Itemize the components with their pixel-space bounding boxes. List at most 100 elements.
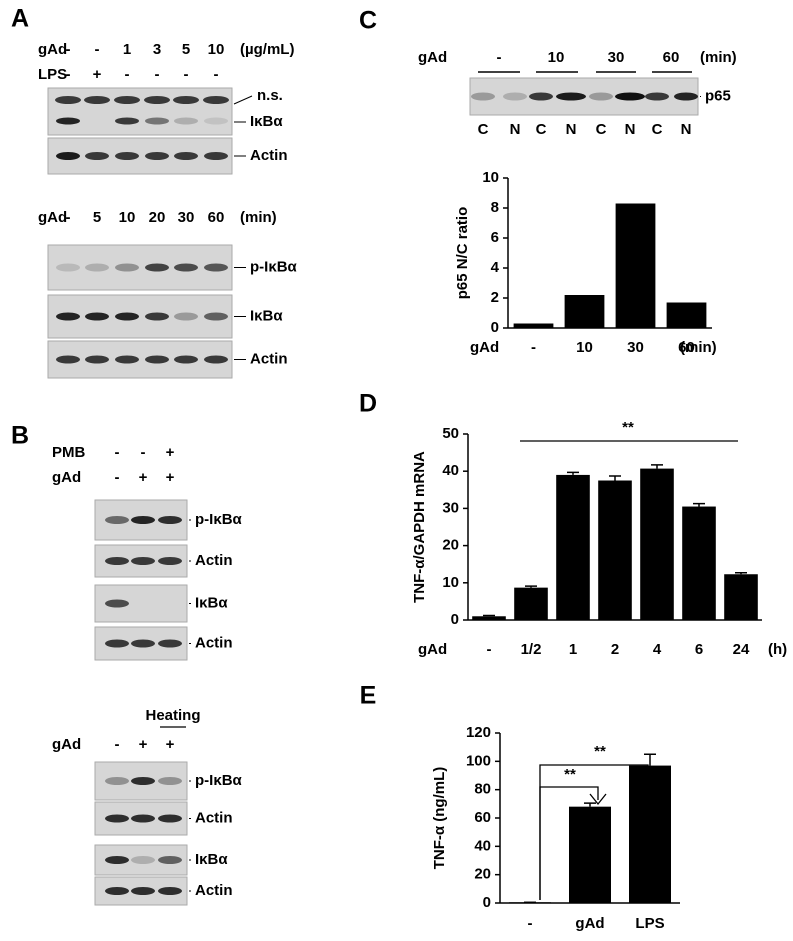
y-tick-label: 20 (442, 537, 459, 554)
x-axis-label: gAd (418, 641, 447, 658)
condition-name: gAd (38, 209, 67, 226)
unit: (min) (700, 49, 737, 66)
arrow-head (589, 793, 607, 806)
panel-letter: C (359, 7, 377, 35)
condition-value: - (125, 66, 130, 83)
condition-value: + (139, 469, 148, 486)
band (56, 312, 80, 321)
y-tick-label: 6 (491, 229, 499, 246)
condition-name: gAd (418, 49, 447, 66)
condition-value: + (166, 444, 175, 461)
band (158, 814, 182, 823)
condition-value: - (115, 444, 120, 461)
x-unit: (min) (680, 339, 717, 356)
x-tick-label: 6 (695, 641, 703, 658)
condition-value: - (66, 209, 71, 226)
band (115, 263, 139, 272)
band (131, 814, 155, 823)
y-axis-label: TNF-α (ng/mL) (431, 767, 448, 870)
band (174, 263, 198, 272)
band (174, 152, 198, 160)
condition-value: 30 (608, 49, 625, 66)
blot-label: IκBα (195, 594, 228, 611)
y-tick-label: 10 (482, 169, 499, 186)
band (145, 117, 169, 125)
band (645, 92, 669, 101)
band (105, 516, 129, 524)
y-tick-label: 40 (474, 837, 491, 854)
x-tick-label: 2 (611, 641, 619, 658)
blot-label: IκBα (250, 113, 283, 130)
group-label: Heating (145, 707, 200, 724)
x-unit: (h) (768, 641, 787, 658)
band (131, 516, 155, 524)
fraction-label: C (652, 121, 663, 138)
error-bar (525, 585, 537, 588)
x-tick-label: - (487, 641, 492, 658)
blot (47, 87, 233, 136)
condition-value: + (139, 736, 148, 753)
bar (569, 806, 611, 903)
bar (513, 323, 554, 328)
bar (615, 203, 656, 328)
band (85, 312, 109, 321)
blot-label: IκBα (195, 851, 228, 868)
blot-label: p65 (705, 87, 731, 104)
blot-label: p-IκBα (250, 258, 298, 275)
band (589, 92, 613, 101)
band (158, 516, 182, 524)
condition-value: - (66, 66, 71, 83)
band (114, 96, 140, 104)
bar (640, 468, 674, 620)
condition-value: - (115, 469, 120, 486)
band (203, 96, 229, 104)
band (204, 355, 228, 364)
band (105, 887, 129, 895)
band (115, 355, 139, 364)
band (204, 152, 228, 160)
error-bar (584, 802, 596, 807)
y-axis-label: p65 N/C ratio (454, 207, 471, 300)
band (556, 92, 586, 101)
band (131, 639, 155, 648)
fraction-label: N (681, 121, 692, 138)
condition-value: 1 (123, 41, 131, 58)
condition-value: 5 (182, 41, 190, 58)
condition-name: gAd (52, 736, 81, 753)
bar (514, 587, 548, 620)
panel-letter: D (359, 390, 377, 418)
condition-value: 10 (548, 49, 565, 66)
condition-value: 60 (208, 209, 225, 226)
band (144, 96, 170, 104)
y-tick-label: 40 (442, 462, 459, 479)
band (56, 152, 80, 160)
condition-value: - (141, 444, 146, 461)
band (674, 92, 698, 101)
condition-value: 30 (178, 209, 195, 226)
y-tick-label: 2 (491, 289, 499, 306)
blot-label: p-IκBα (195, 511, 243, 528)
condition-name: gAd (38, 41, 67, 58)
bar (666, 302, 707, 328)
fraction-label: N (510, 121, 521, 138)
panel-letter: B (11, 422, 29, 450)
leader-line (233, 95, 253, 105)
band (158, 777, 182, 785)
x-tick-label: 1/2 (521, 641, 542, 658)
x-tick-label: 1 (569, 641, 577, 658)
error-bar (693, 502, 705, 507)
band (115, 117, 139, 125)
blot-label: Actin (195, 882, 233, 899)
bar (629, 765, 671, 903)
y-tick-label: 10 (442, 574, 459, 591)
unit: (µg/mL) (240, 41, 294, 58)
condition-name: LPS (38, 66, 67, 83)
y-tick-label: 0 (451, 611, 459, 628)
band (158, 557, 182, 565)
condition-value: 5 (93, 209, 101, 226)
y-tick-label: 100 (466, 752, 491, 769)
annotation: ** (622, 419, 634, 436)
band (204, 263, 228, 272)
x-tick-label: 30 (627, 339, 644, 356)
band (105, 557, 129, 565)
